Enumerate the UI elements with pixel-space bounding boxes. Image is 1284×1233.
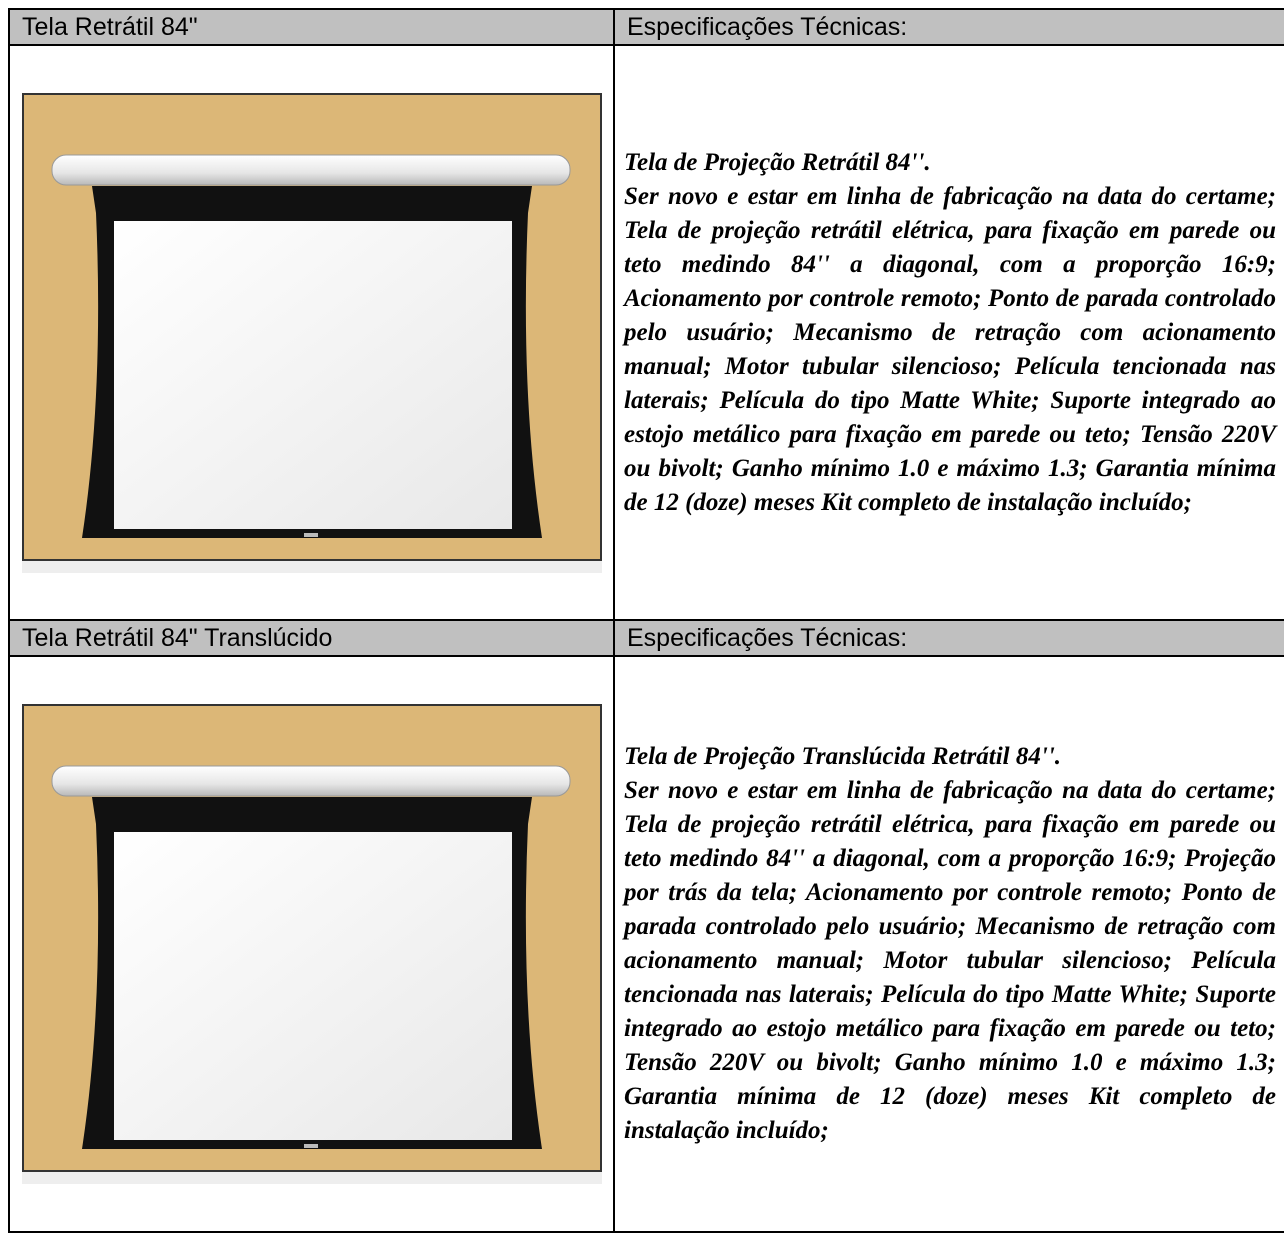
product-image [22, 93, 602, 573]
header-row: Tela Retrátil 84" Especificações Técnica… [8, 8, 1284, 46]
spec-cell: Tela de Projeção Retrátil 84''. Ser novo… [613, 44, 1284, 621]
spec-table: Tela Retrátil 84" Especificações Técnica… [8, 8, 1284, 1233]
content-row: Tela de Projeção Translúcida Retrátil 84… [8, 655, 1284, 1233]
header-row: Tela Retrátil 84" Translúcido Especifica… [8, 619, 1284, 657]
image-cell [8, 655, 615, 1233]
image-cell [8, 44, 615, 621]
spec-cell: Tela de Projeção Translúcida Retrátil 84… [613, 655, 1284, 1233]
spec-label: Especificações Técnicas: [613, 8, 1284, 46]
product-title: Tela Retrátil 84" [8, 8, 615, 46]
spec-heading: Tela de Projeção Retrátil 84''. [624, 148, 931, 176]
spec-label: Especificações Técnicas: [613, 619, 1284, 657]
product-image [22, 704, 602, 1184]
content-row: Tela de Projeção Retrátil 84''. Ser novo… [8, 44, 1284, 621]
spec-text: Ser novo e estar em linha de fabricação … [624, 777, 1276, 1144]
spec-heading: Tela de Projeção Translúcida Retrátil 84… [624, 743, 1062, 770]
product-title: Tela Retrátil 84" Translúcido [8, 619, 615, 657]
spec-text: Ser novo e estar em linha de fabricação … [624, 182, 1276, 516]
